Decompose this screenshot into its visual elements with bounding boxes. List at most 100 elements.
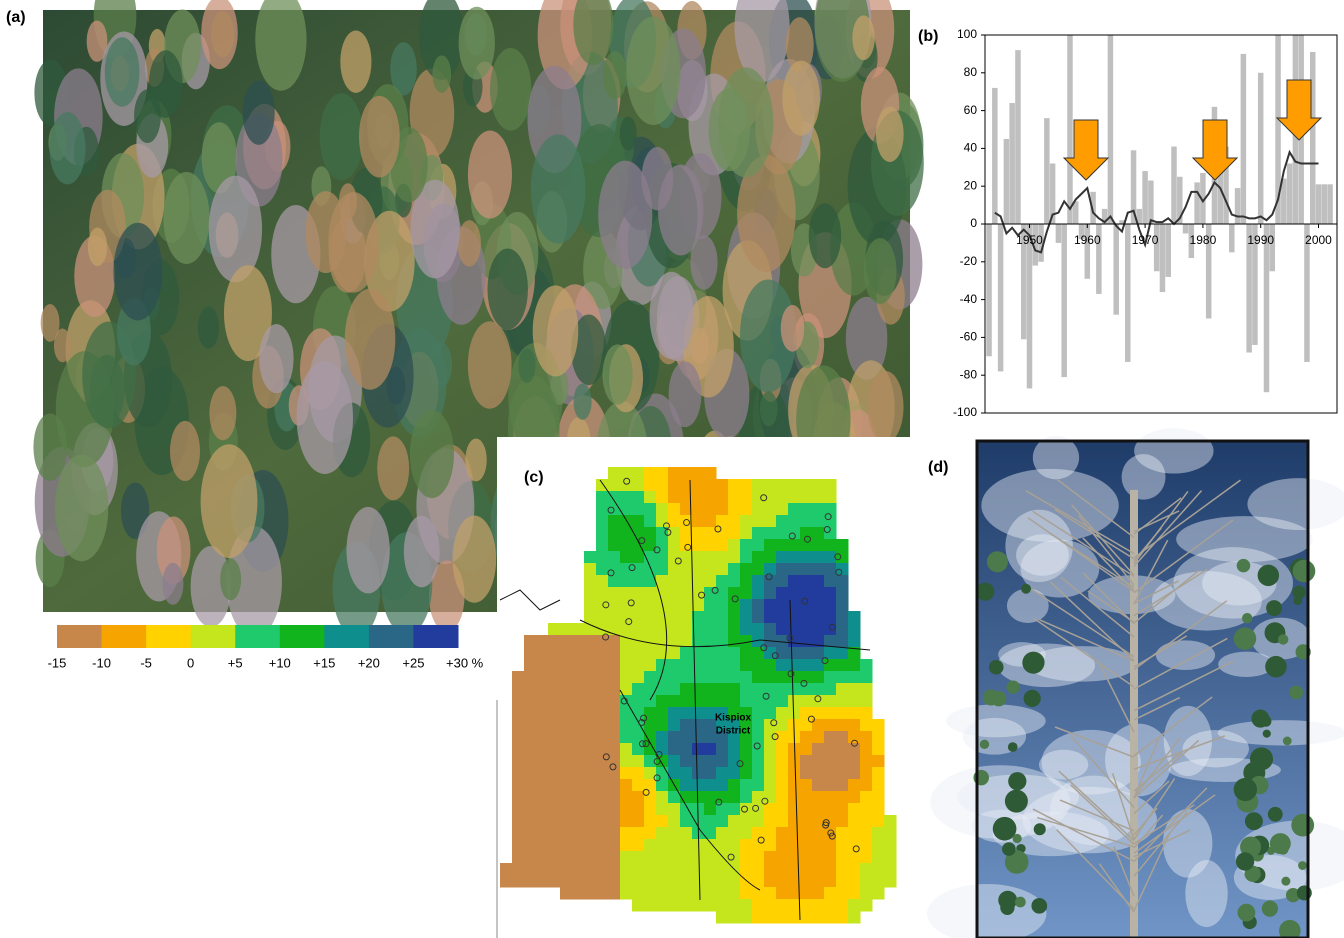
tree-crown — [201, 444, 258, 558]
map-cell — [848, 779, 861, 792]
leaf — [1015, 897, 1026, 908]
map-cell — [596, 695, 609, 708]
map-cell — [800, 647, 813, 660]
tree-crown — [243, 80, 275, 144]
map-cell — [716, 479, 729, 492]
map-cell — [596, 707, 609, 720]
map-cell — [836, 539, 849, 552]
map-cell — [716, 551, 729, 564]
map-cell — [860, 683, 873, 696]
map-cell — [824, 911, 837, 924]
map-cell — [812, 527, 825, 540]
map-cell — [668, 851, 681, 864]
map-cell — [704, 503, 717, 516]
tree-crown — [305, 191, 346, 273]
map-cell — [608, 647, 621, 660]
tree-crown — [377, 436, 409, 500]
map-cell — [644, 695, 657, 708]
map-cell — [524, 851, 537, 864]
map-cell — [884, 851, 897, 864]
map-cell — [752, 491, 765, 504]
map-cell — [812, 503, 825, 516]
map-cell — [776, 527, 789, 540]
map-cell — [728, 695, 741, 708]
map-cell — [764, 839, 777, 852]
map-cell — [680, 791, 693, 804]
map-cell — [872, 803, 885, 816]
map-cell — [728, 887, 741, 900]
bar — [1194, 182, 1199, 224]
map-cell — [776, 539, 789, 552]
colorbar-label: -10 — [92, 655, 111, 670]
tree-crown — [603, 344, 633, 404]
map-cell — [584, 683, 597, 696]
map-cell — [704, 671, 717, 684]
map-cell — [860, 707, 873, 720]
map-cell — [524, 827, 537, 840]
map-cell — [836, 911, 849, 924]
leaf — [1013, 834, 1022, 843]
leaf — [1006, 680, 1019, 693]
map-cell — [752, 683, 765, 696]
y-tick-label: 20 — [964, 178, 978, 192]
map-cell — [572, 755, 585, 768]
map-cell — [536, 647, 549, 660]
map-cell — [620, 791, 633, 804]
map-cell — [704, 839, 717, 852]
map-cell — [524, 839, 537, 852]
map-cell — [668, 587, 681, 600]
leaf — [1024, 690, 1041, 707]
map-cell — [752, 911, 765, 924]
map-cell — [800, 659, 813, 672]
map-cell — [668, 611, 681, 624]
map-cell — [620, 527, 633, 540]
map-cell — [668, 503, 681, 516]
map-cell — [800, 827, 813, 840]
map-cell — [596, 719, 609, 732]
map-cell — [680, 527, 693, 540]
map-cell — [656, 515, 669, 528]
map-cell — [836, 743, 849, 756]
x-tick-label: 1980 — [1190, 233, 1217, 247]
map-cell — [776, 515, 789, 528]
leaf — [1292, 586, 1305, 599]
bar — [998, 224, 1003, 371]
leaf — [1270, 833, 1291, 854]
map-cell — [620, 659, 633, 672]
map-cell — [716, 899, 729, 912]
map-cell — [632, 887, 645, 900]
map-cell — [560, 851, 573, 864]
map-cell — [668, 671, 681, 684]
map-cell — [740, 623, 753, 636]
map-cell — [776, 491, 789, 504]
map-cell — [872, 731, 885, 744]
map-cell — [788, 551, 801, 564]
map-cell — [524, 779, 537, 792]
map-label: District — [716, 726, 751, 737]
map-cell — [836, 815, 849, 828]
leaf — [1266, 600, 1282, 616]
map-cell — [824, 599, 837, 612]
map-cell — [500, 875, 513, 888]
map-cell — [752, 695, 765, 708]
map-cell — [548, 707, 561, 720]
map-cell — [800, 803, 813, 816]
map-cell — [620, 815, 633, 828]
map-cell — [740, 503, 753, 516]
leaf — [1298, 861, 1307, 870]
map-cell — [812, 899, 825, 912]
map-cell — [572, 659, 585, 672]
map-cell — [512, 839, 525, 852]
map-cell — [572, 719, 585, 732]
map-cell — [728, 899, 741, 912]
bar — [1287, 164, 1292, 224]
map-cell — [560, 731, 573, 744]
map-cell — [776, 707, 789, 720]
map-cell — [680, 659, 693, 672]
tree-crown — [113, 223, 162, 321]
map-cell — [524, 671, 537, 684]
tree-crown — [340, 31, 371, 93]
map-cell — [872, 791, 885, 804]
map-cell — [656, 719, 669, 732]
map-cell — [596, 875, 609, 888]
